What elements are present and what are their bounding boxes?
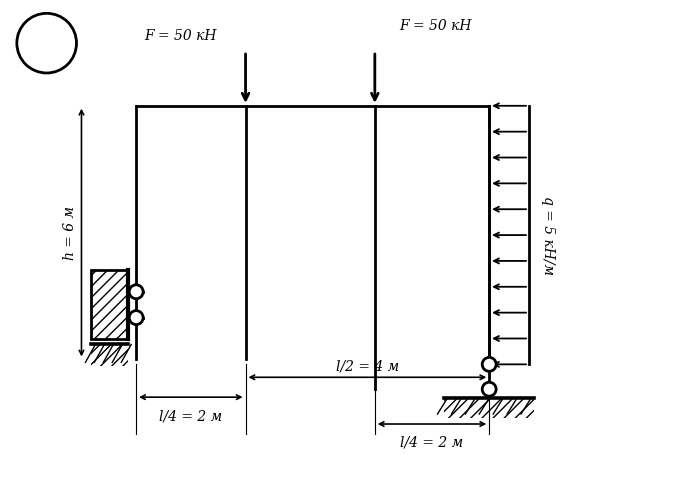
Text: h = 6 м: h = 6 м [63,206,76,259]
Text: 13: 13 [33,34,61,52]
Circle shape [482,382,496,396]
Circle shape [17,13,76,73]
Text: l/2 = 4 м: l/2 = 4 м [336,359,399,373]
Bar [444,398,534,418]
Text: q = 5 кН/м: q = 5 кН/м [541,196,555,274]
Bar [92,270,128,339]
Text: F = 50 кН: F = 50 кН [400,19,472,33]
Circle shape [129,285,143,299]
Bar [92,344,128,366]
Text: F = 50 кН: F = 50 кН [144,29,217,43]
Circle shape [482,357,496,371]
Text: l/4 = 2 м: l/4 = 2 м [400,436,464,450]
Text: l/4 = 2 м: l/4 = 2 м [160,409,222,423]
Circle shape [129,311,143,325]
